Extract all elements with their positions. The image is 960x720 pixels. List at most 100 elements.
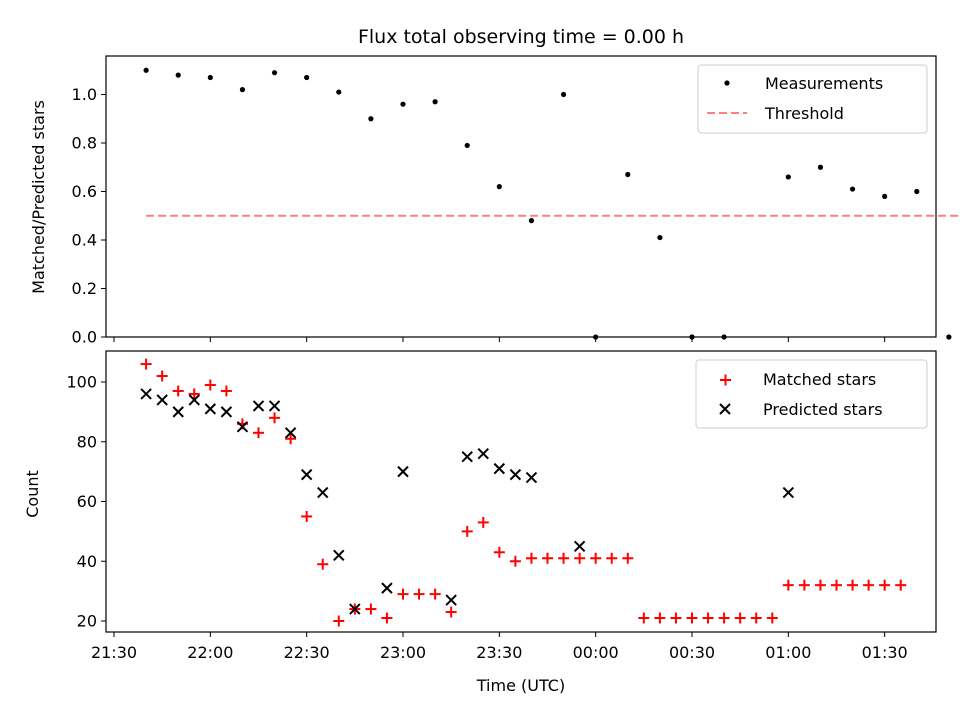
measurement-point [175,72,181,78]
bottom-legend: Matched stars Predicted stars [695,359,928,429]
top-y-tick-label: 1.0 [72,85,97,104]
legend-threshold-label: Threshold [764,104,844,123]
matched-star-point [333,615,345,627]
top-y-tick-label: 0.4 [72,231,97,250]
predicted-star-point [188,394,200,406]
matched-star-point [590,552,602,564]
predicted-x-b [204,403,217,415]
top-chart-title: Flux total observing time = 0.00 h [358,26,684,48]
legend-measurements-marker [724,80,730,86]
predicted-star-point [284,427,297,439]
predicted-x-b [236,421,249,433]
measurement-point [207,74,213,81]
matched-star-point [397,588,409,600]
predicted-x-b [525,471,538,484]
matched-star-point [879,579,891,591]
matched-star-point [204,379,216,391]
predicted-x-b [461,450,473,463]
matched-star-point [542,552,553,564]
measurement-point [271,70,278,76]
predicted-star-point [317,486,329,499]
predicted-star-point [477,447,489,460]
matched-star-point [863,579,875,591]
top-plot-frame [105,55,937,338]
measurement-point [496,184,502,190]
predicted-star-point [300,468,313,481]
predicted-x-b [397,465,409,478]
x-tick-label: 00:00 [573,643,619,662]
matched-star-point [766,612,778,624]
predicted-star-point [156,394,168,406]
predicted-x-b [381,582,393,594]
measurement-point [785,174,791,180]
matched-star-point [686,612,698,624]
bottom-legend-frame [695,359,928,429]
predicted-star-point [220,406,233,418]
matched-star-point [718,612,730,624]
measurement-point [914,188,920,195]
top-y-tick-label: 0.2 [72,279,97,298]
legend-measurements-label: Measurements [765,74,883,93]
bottom-plot-frame [105,350,937,633]
matched-star-point [782,579,794,591]
matched-star-point [477,516,489,528]
predicted-x-b [493,462,506,475]
predicted-x-b [268,400,281,412]
predicted-x-b [140,388,152,400]
legend-matched-marker [720,374,731,386]
bottom-y-tick-label: 40 [77,552,97,571]
matched-star-point [606,552,618,564]
predicted-x-b [445,594,457,606]
legend-matched-label: Matched stars [763,370,876,389]
matched-star-point [365,603,377,615]
predicted-star-point [525,471,538,484]
matched-star-point [381,612,393,624]
predicted-x-b [220,406,233,418]
predicted-x-b [156,394,168,406]
x-tick-label: 21:30 [91,643,137,662]
top-legend: Measurements Threshold [697,64,928,134]
matched-star-point [638,612,650,624]
matched-star-point [847,579,859,591]
predicted-x-b [477,447,489,460]
top-panel: 0.0 0.2 0.4 0.6 0.8 1.0 Measurements Threshold [72,55,960,347]
measurement-point [528,218,535,224]
predicted-x-b [333,549,345,561]
matched-star-point [301,510,313,522]
matched-star-point [558,552,570,564]
predicted-star-point [333,549,345,561]
bottom-y-tick-label: 80 [77,432,97,451]
matched-star-point [509,555,521,567]
measurement-point [432,99,438,105]
measurement-point [657,234,663,241]
matched-star-point [702,612,714,624]
matched-star-point [461,525,473,537]
predicted-star-point [236,421,249,433]
x-tick-label: 22:30 [284,643,330,662]
top-y-tick-label: 0.0 [72,328,97,347]
predicted-x-b [573,540,586,553]
predicted-star-point [172,406,184,418]
top-y-axis-label: Matched/Predicted stars [29,100,48,294]
matched-star-point [253,427,264,439]
x-tick-label: 23:00 [380,643,426,662]
matched-star-point [622,552,634,564]
predicted-star-point [204,403,217,415]
matched-star-point [734,612,746,624]
matched-star-point [188,388,200,400]
measurement-point [882,193,888,199]
measurement-point [400,101,406,107]
matched-star-point [574,552,586,564]
x-tick-label: 00:30 [669,643,715,662]
matched-star-point [654,612,666,624]
matched-star-point [269,412,281,424]
predicted-star-point [493,462,506,475]
bottom-y-tick-label: 100 [66,373,97,392]
measurement-point [304,74,310,81]
predicted-x-b [172,406,184,418]
predicted-x-b [782,486,795,499]
matched-star-point [220,385,232,397]
predicted-x-b [284,427,297,439]
matched-star-point [285,433,297,445]
measurement-point [625,171,631,178]
